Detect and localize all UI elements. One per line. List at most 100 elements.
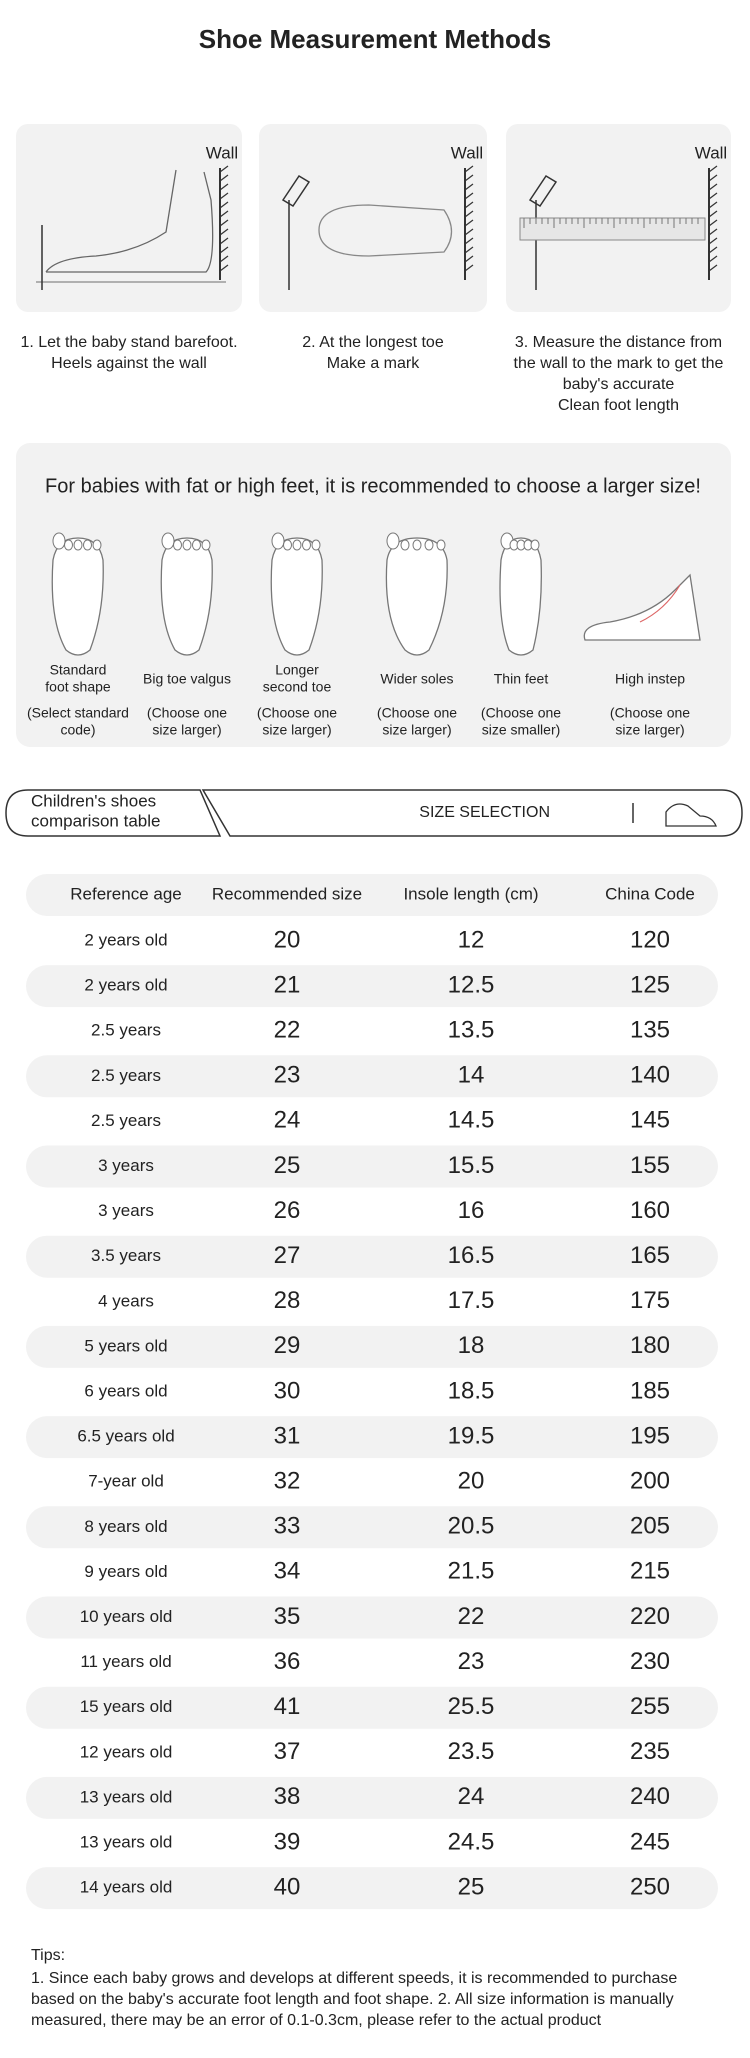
foot-icon [51, 537, 104, 656]
wall-hatch [708, 228, 718, 236]
wall-label: Wall [206, 143, 238, 162]
foot-note: (Select standard [27, 705, 129, 721]
table-cell: 24 [274, 1107, 301, 1134]
shoe-icon [665, 803, 717, 827]
table-cell: 37 [274, 1738, 301, 1765]
wall-hatch [708, 174, 718, 182]
foot-note: (Choose one [610, 705, 690, 721]
wall-hatch [219, 246, 229, 254]
foot-label: Big toe valgus [143, 671, 231, 687]
foot-icon [499, 537, 542, 656]
step-panel [16, 124, 242, 312]
table-cell: 205 [630, 1513, 670, 1540]
foot-label: Thin feet [494, 671, 549, 687]
table-cell: 22 [458, 1603, 485, 1630]
wall-hatch [708, 246, 718, 254]
wall-hatch [219, 228, 229, 236]
table-cell: 255 [630, 1693, 670, 1720]
toe [424, 539, 434, 551]
foot-note: (Choose one [481, 705, 561, 721]
wall-hatch [219, 183, 229, 191]
toe [412, 539, 422, 551]
banner-right [201, 789, 743, 837]
table-cell: 220 [630, 1603, 670, 1630]
wall-label: Wall [695, 143, 727, 162]
age-cell: 8 years old [84, 1517, 167, 1536]
foot-note: size larger) [615, 722, 684, 738]
toe [192, 539, 201, 551]
age-cell: 11 years old [80, 1652, 171, 1671]
table-row-bg [26, 1145, 718, 1188]
table-cell: 185 [630, 1377, 670, 1404]
step-caption: 2. At the longest toe [302, 334, 444, 351]
toe [386, 532, 400, 550]
foot-label: Standard [50, 662, 107, 678]
foot-types-title: For babies with fat or high feet, it is … [45, 475, 701, 497]
table-cell: 23.5 [448, 1738, 495, 1765]
instep-line [639, 584, 681, 623]
age-cell: 15 years old [80, 1697, 173, 1716]
table-row-bg [26, 1506, 718, 1549]
table-header: China Code [605, 884, 695, 903]
table-cell: 41 [274, 1693, 301, 1720]
wall-label: Wall [451, 143, 483, 162]
table-cell: 135 [630, 1017, 670, 1044]
toe [182, 539, 192, 551]
wall-hatch [219, 201, 229, 209]
banner-tab-text: Children's shoes [31, 791, 156, 810]
age-cell: 2 years old [84, 930, 167, 949]
table-cell: 250 [630, 1873, 670, 1900]
table-cell: 14.5 [448, 1107, 495, 1134]
table-cell: 36 [274, 1648, 301, 1675]
table-cell: 200 [630, 1468, 670, 1495]
table-row-bg [26, 1596, 718, 1639]
table-header-bg [26, 874, 718, 916]
table-cell: 34 [274, 1558, 301, 1585]
table-cell: 120 [630, 926, 670, 953]
table-cell: 145 [630, 1107, 670, 1134]
wall-hatch [219, 237, 229, 245]
wall-hatch [219, 192, 229, 200]
age-cell: 2.5 years [91, 1021, 161, 1040]
table-cell: 25.5 [448, 1693, 495, 1720]
table-cell: 180 [630, 1332, 670, 1359]
foot-note: (Choose one [147, 705, 227, 721]
toe [283, 539, 292, 551]
table-header: Reference age [70, 884, 182, 903]
wall-hatch [708, 210, 718, 218]
age-cell: 13 years old [80, 1832, 173, 1851]
toe [530, 539, 540, 551]
toe [173, 539, 182, 551]
table-cell: 195 [630, 1422, 670, 1449]
foot-label: foot shape [45, 679, 111, 695]
table-cell: 20 [274, 926, 301, 953]
age-cell: 3 years [98, 1201, 154, 1220]
table-cell: 23 [458, 1648, 485, 1675]
table-cell: 21.5 [448, 1558, 495, 1585]
wall-hatch [708, 237, 718, 245]
table-cell: 155 [630, 1152, 670, 1179]
step-caption: 3. Measure the distance from [515, 334, 722, 351]
table-cell: 12 [458, 926, 485, 953]
table-cell: 20 [458, 1468, 485, 1495]
wall-hatch [708, 264, 718, 272]
banner-tab [5, 789, 222, 837]
table-cell: 245 [630, 1828, 670, 1855]
table-row-bg [26, 1416, 718, 1459]
wall-hatch [219, 219, 229, 227]
age-cell: 6 years old [84, 1381, 167, 1400]
wall-hatch [708, 201, 718, 209]
table-row-bg [26, 1686, 718, 1729]
wall-hatch [464, 264, 474, 272]
foot-note: code) [60, 722, 95, 738]
tips-line: based on the baby's accurate foot length… [31, 1991, 674, 2008]
foot-label: second toe [263, 679, 332, 695]
table-cell: 40 [274, 1873, 301, 1900]
table-row-bg [26, 965, 718, 1008]
wall-hatch [219, 264, 229, 272]
table-cell: 230 [630, 1648, 670, 1675]
wall-hatch [708, 165, 718, 173]
wall-hatch [708, 255, 718, 263]
wall-hatch [219, 174, 229, 182]
pencil [528, 174, 558, 208]
